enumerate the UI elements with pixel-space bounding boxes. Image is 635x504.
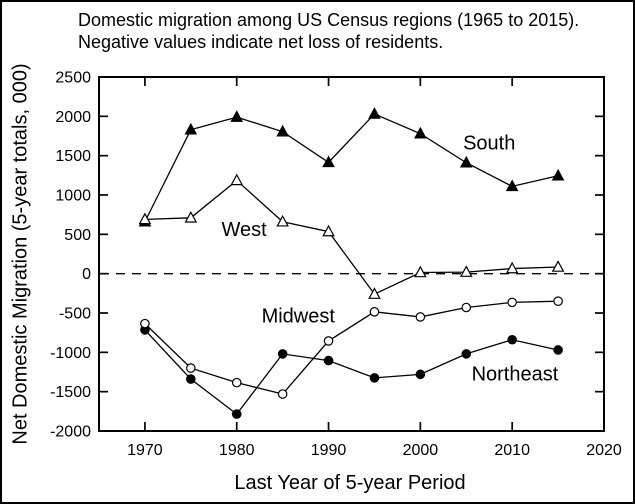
northeast-marker [369,373,380,383]
midwest-marker [140,318,150,329]
northeast-series-label: Northeast [472,364,559,386]
y-tick-label: 500 [64,227,91,244]
northeast-marker [461,349,472,359]
midwest-series-label: Midwest [262,305,336,327]
chart-title-line-1: Domestic migration among US Census regio… [78,10,580,30]
northeast-marker [277,349,288,359]
midwest-marker [231,377,242,388]
y-tick-label: -500 [59,306,91,323]
west-marker [414,265,427,278]
west-marker [505,261,519,274]
west-marker [322,224,335,237]
y-tick-label: 1500 [55,148,91,165]
midwest-marker [415,312,426,322]
northeast-marker [231,409,242,419]
midwest-marker [369,307,380,317]
northeast-series-line [144,329,559,415]
west-marker [459,265,473,277]
west-marker [551,260,565,272]
x-axis-title: Last Year of 5-year Period [234,472,466,494]
x-tick-label: 1990 [311,442,347,459]
south-marker [551,168,565,181]
west-marker [276,214,289,227]
y-tick-label: 2000 [55,109,91,126]
south-series-line [144,113,559,223]
northeast-marker [415,369,426,380]
west-marker [184,210,198,223]
midwest-marker [553,296,563,306]
y-tick-label: -1000 [50,345,91,362]
south-marker [368,107,381,119]
west-marker [368,287,381,299]
west-series-label: West [221,219,267,241]
midwest-series-line [144,300,559,395]
south-marker [322,155,335,168]
south-marker [505,179,519,192]
y-tick-label: -2000 [50,424,91,441]
midwest-marker [277,389,288,399]
west-marker [230,173,244,186]
x-tick-label: 2020 [586,442,622,459]
south-marker [459,155,473,168]
y-tick-label: 0 [82,266,91,283]
x-tick-label: 1980 [219,442,255,459]
midwest-marker [186,363,196,373]
south-marker [184,122,198,135]
midwest-marker [507,297,517,308]
midwest-marker [461,302,472,313]
northeast-marker [507,334,517,345]
x-tick-label: 2000 [403,442,439,459]
south-marker [414,126,427,139]
plot-border [98,76,605,432]
y-tick-label: -1500 [50,384,91,401]
northeast-marker [323,355,334,366]
x-tick-label: 2010 [494,442,530,459]
x-tick-label: 1970 [127,442,163,459]
northeast-marker [553,345,563,355]
south-series-label: South [463,132,515,154]
chart-title: Domestic migration among US Census regio… [78,9,579,53]
south-marker [276,124,289,137]
chart-title-line-2: Negative values indicate net loss of res… [78,32,444,52]
south-marker [230,110,244,122]
midwest-marker [323,336,334,346]
west-series-line [144,179,559,295]
northeast-marker [186,374,196,384]
y-tick-label: 2500 [55,70,91,87]
y-tick-label: 1000 [55,188,91,205]
west-marker [138,212,152,225]
